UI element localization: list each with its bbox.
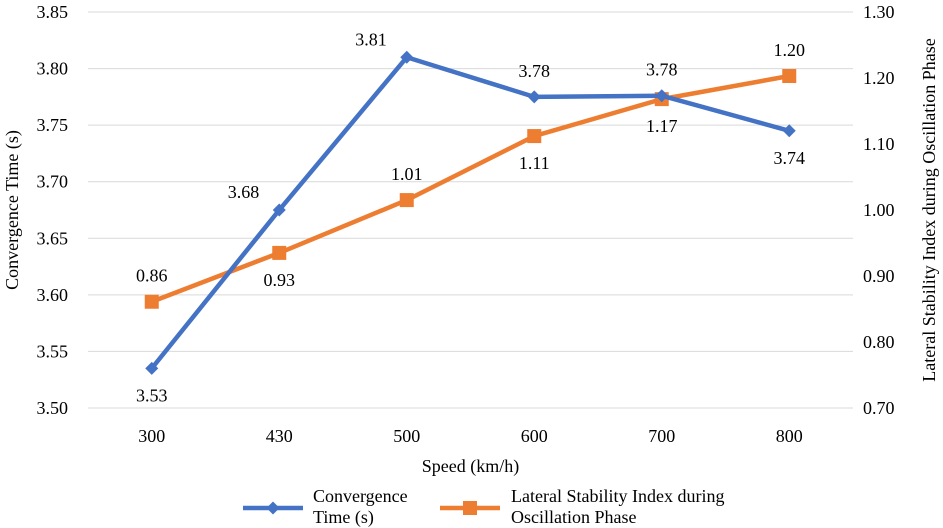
diamond-marker bbox=[782, 124, 796, 138]
y-right-tick-label: 1.10 bbox=[863, 134, 895, 154]
series bbox=[144, 50, 797, 375]
series-convergence-time bbox=[145, 50, 796, 375]
x-tick-label: 700 bbox=[648, 426, 675, 446]
legend-item-lateral-stability-index: Lateral Stability Index duringOscillatio… bbox=[440, 486, 724, 527]
square-marker bbox=[144, 294, 159, 309]
y-left-tick-label: 3.60 bbox=[37, 285, 69, 305]
x-tick-label: 600 bbox=[521, 426, 548, 446]
diamond-marker bbox=[266, 501, 280, 515]
gridlines bbox=[88, 11, 853, 409]
series-line bbox=[149, 55, 792, 371]
data-label: 3.68 bbox=[228, 182, 260, 202]
diamond-marker bbox=[655, 89, 669, 103]
y-left-axis-title: Convergence Time (s) bbox=[2, 130, 23, 290]
legend-label-line-2: Time (s) bbox=[313, 507, 374, 528]
x-tick-label: 500 bbox=[393, 426, 420, 446]
y-left-tick-label: 3.65 bbox=[37, 228, 69, 248]
y-left-tick-label: 3.80 bbox=[37, 59, 69, 79]
data-label: 0.86 bbox=[136, 266, 168, 286]
y-left-tick-label: 3.50 bbox=[37, 398, 69, 418]
square-marker bbox=[782, 69, 797, 84]
legend-label-line-2: Oscillation Phase bbox=[511, 507, 636, 527]
square-marker bbox=[399, 193, 414, 208]
x-tick-label: 430 bbox=[266, 426, 293, 446]
y-left-tick-label: 3.85 bbox=[37, 2, 69, 22]
y-left-tick-label: 3.70 bbox=[37, 172, 69, 192]
y-right-tick-label: 0.70 bbox=[863, 398, 895, 418]
y-left-tick-label: 3.55 bbox=[37, 341, 69, 361]
series-line bbox=[149, 73, 792, 304]
diamond-marker bbox=[400, 50, 414, 64]
diamond-marker bbox=[272, 203, 286, 217]
data-label: 1.17 bbox=[646, 116, 678, 136]
y-right-tick-label: 1.20 bbox=[863, 68, 895, 88]
y-left-tick-label: 3.75 bbox=[37, 115, 69, 135]
diamond-marker bbox=[527, 90, 541, 104]
y-right-axis-title: Lateral Stability Index during Oscillati… bbox=[919, 38, 939, 381]
axes: 3.50 3.55 3.60 3.65 3.70 3.75 3.80 3.85 0.70 0.80… bbox=[2, 2, 939, 477]
data-label: 3.78 bbox=[646, 60, 678, 80]
square-marker bbox=[463, 501, 477, 515]
x-axis-title: Speed (km/h) bbox=[422, 456, 519, 477]
data-label: 3.81 bbox=[355, 29, 387, 49]
x-tick-label: 800 bbox=[776, 426, 803, 446]
data-label: 3.74 bbox=[774, 148, 806, 168]
square-marker bbox=[527, 129, 542, 144]
y-right-tick-label: 0.80 bbox=[863, 332, 895, 352]
data-label: 1.11 bbox=[519, 153, 550, 173]
data-labels: 0.86 0.93 1.01 1.11 1.17 1.20 3.53 3.68 3.81 3.78… bbox=[136, 29, 805, 405]
y-right-tick-label: 1.00 bbox=[863, 200, 895, 220]
data-label: 1.01 bbox=[391, 164, 423, 184]
y-right-tick-label: 1.30 bbox=[863, 2, 895, 22]
data-label: 3.78 bbox=[519, 61, 551, 81]
data-label: 0.93 bbox=[264, 270, 296, 290]
legend-label-line-1: Lateral Stability Index during bbox=[511, 486, 724, 506]
legend-label-line-1: Convergence bbox=[313, 486, 408, 506]
diamond-marker bbox=[145, 361, 159, 375]
data-label: 3.53 bbox=[136, 385, 168, 405]
y-right-tick-label: 0.90 bbox=[863, 266, 895, 286]
data-label: 1.20 bbox=[774, 40, 806, 60]
x-tick-label: 300 bbox=[138, 426, 165, 446]
square-marker bbox=[272, 245, 287, 260]
